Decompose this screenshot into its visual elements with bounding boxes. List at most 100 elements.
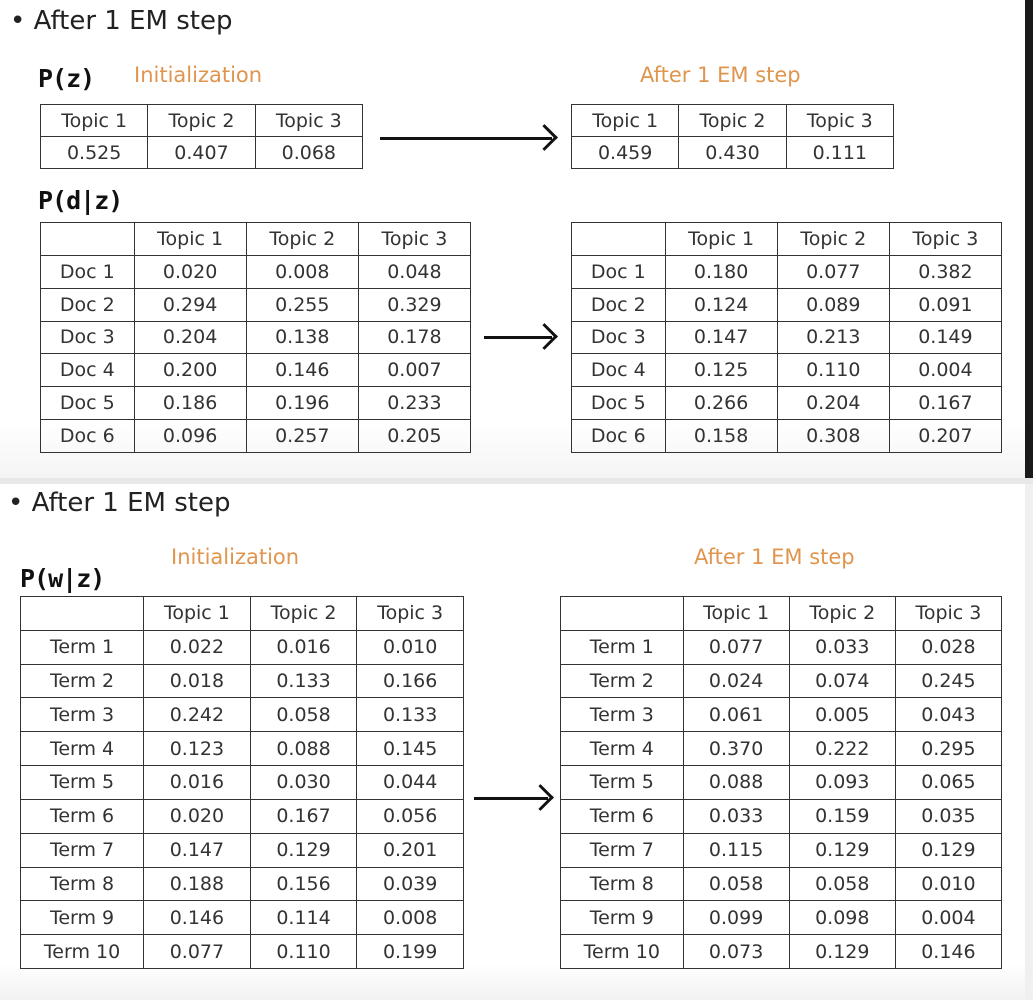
table-row: Term 1 0.022 0.016 0.010 — [19, 629, 464, 665]
table-cell: 0.068 — [254, 136, 364, 169]
table-row: Term 4 0.123 0.088 0.145 — [19, 731, 464, 767]
table-header: Topic 1 — [133, 222, 247, 256]
table-cell: 0.004 — [894, 900, 1003, 936]
table-cell: 0.407 — [147, 136, 256, 169]
table-header-row: Topic 1 Topic 2 Topic 3 — [560, 596, 1003, 631]
row-label: Doc 4 — [571, 353, 666, 388]
table-header: Topic 3 — [894, 596, 1003, 631]
row-label: Term 7 — [560, 832, 684, 868]
table-cell: 0.024 — [682, 663, 790, 699]
table-cell: 0.010 — [356, 629, 464, 665]
table-cell: 0.016 — [143, 765, 251, 800]
pz-init-table: Topic 1 Topic 2 Topic 3 0.525 0.407 0.06… — [39, 104, 364, 169]
table-cell: 0.129 — [894, 832, 1003, 868]
table-cell: 0.133 — [356, 697, 464, 733]
table-cell: 0.098 — [788, 900, 896, 936]
table-cell: 0.089 — [776, 287, 890, 322]
row-label: Doc 1 — [571, 254, 666, 289]
table-header: Topic 2 — [678, 104, 787, 137]
table-cell: 0.058 — [788, 866, 896, 902]
row-label: Term 5 — [560, 765, 684, 800]
pwz-after-label: After 1 EM step — [694, 545, 855, 569]
table-header — [19, 596, 145, 631]
table-row: Doc 2 0.124 0.089 0.091 — [571, 287, 1003, 322]
table-cell: 0.138 — [245, 320, 359, 355]
table-row: Doc 6 0.158 0.308 0.207 — [571, 419, 1003, 453]
table-row: Doc 3 0.147 0.213 0.149 — [571, 320, 1003, 355]
pz-after-label: After 1 EM step — [640, 63, 801, 87]
table-cell: 0.149 — [888, 320, 1003, 355]
pz-label: P(z) — [38, 64, 95, 93]
table-cell: 0.010 — [894, 866, 1003, 902]
table-cell: 0.007 — [357, 353, 472, 388]
window-edge — [1025, 0, 1033, 478]
top-bullet-text: After 1 EM step — [33, 6, 233, 36]
table-header: Topic 2 — [245, 222, 359, 256]
table-cell: 0.043 — [894, 697, 1003, 733]
arrow-right-icon — [484, 336, 552, 339]
table-header — [40, 222, 135, 256]
table-cell: 0.008 — [356, 900, 464, 936]
table-cell: 0.430 — [678, 136, 787, 169]
row-label: Term 1 — [19, 629, 145, 665]
table-cell: 0.058 — [249, 697, 358, 733]
row-label: Term 8 — [560, 866, 684, 902]
table-cell: 0.020 — [143, 798, 251, 834]
table-row: Term 5 0.016 0.030 0.044 — [19, 765, 464, 800]
row-label: Term 9 — [19, 900, 145, 936]
table-cell: 0.147 — [143, 832, 251, 868]
row-label: Doc 3 — [40, 320, 135, 355]
table-cell: 0.061 — [682, 697, 790, 733]
table-cell: 0.039 — [356, 866, 464, 902]
table-cell: 0.222 — [788, 731, 896, 767]
table-header: Topic 1 — [682, 596, 790, 631]
table-row: Term 3 0.061 0.005 0.043 — [560, 697, 1003, 733]
table-cell: 0.129 — [788, 934, 896, 969]
table-row: Term 4 0.370 0.222 0.295 — [560, 731, 1003, 767]
table-cell: 0.033 — [788, 629, 896, 665]
table-header: Topic 2 — [776, 222, 890, 256]
table-cell: 0.146 — [143, 900, 251, 936]
table-cell: 0.147 — [664, 320, 778, 355]
table-cell: 0.028 — [894, 629, 1003, 665]
table-cell: 0.204 — [133, 320, 247, 355]
row-label: Term 10 — [560, 934, 684, 969]
table-cell: 0.018 — [143, 663, 251, 699]
table-cell: 0.382 — [888, 254, 1003, 289]
table-row: Doc 1 0.020 0.008 0.048 — [40, 254, 472, 289]
table-cell: 0.016 — [249, 629, 358, 665]
table-row: Doc 5 0.266 0.204 0.167 — [571, 386, 1003, 421]
table-cell: 0.044 — [356, 765, 464, 800]
arrow-right-icon — [474, 797, 548, 800]
table-cell: 0.204 — [776, 386, 890, 421]
pz-init-label: Initialization — [134, 63, 263, 87]
row-label: Term 3 — [560, 697, 684, 733]
table-cell: 0.096 — [133, 419, 247, 453]
table-cell: 0.129 — [249, 832, 358, 868]
table-row: Doc 4 0.125 0.110 0.004 — [571, 353, 1003, 388]
table-row: Term 8 0.058 0.058 0.010 — [560, 866, 1003, 902]
pwz-after-table: Topic 1 Topic 2 Topic 3 Term 1 0.077 0.033 0.0… — [560, 596, 1003, 969]
table-row: Doc 6 0.096 0.257 0.205 — [40, 419, 472, 453]
table-header: Topic 3 — [785, 104, 895, 137]
table-cell: 0.255 — [245, 287, 359, 322]
table-cell: 0.123 — [143, 731, 251, 767]
table-cell: 0.048 — [357, 254, 472, 289]
table-cell: 0.111 — [785, 136, 895, 169]
table-cell: 0.186 — [133, 386, 247, 421]
row-label: Term 9 — [560, 900, 684, 936]
table-cell: 0.065 — [894, 765, 1003, 800]
table-cell: 0.125 — [664, 353, 778, 388]
row-label: Doc 6 — [40, 419, 135, 453]
table-cell: 0.129 — [788, 832, 896, 868]
row-label: Term 5 — [19, 765, 145, 800]
table-cell: 0.178 — [357, 320, 472, 355]
table-cell: 0.074 — [788, 663, 896, 699]
row-label: Term 7 — [19, 832, 145, 868]
table-cell: 0.180 — [664, 254, 778, 289]
table-cell: 0.199 — [356, 934, 464, 969]
table-header: Topic 1 — [570, 104, 680, 137]
row-label: Term 4 — [560, 731, 684, 767]
pwz-label: P(w|z) — [20, 564, 105, 593]
table-cell: 0.073 — [682, 934, 790, 969]
